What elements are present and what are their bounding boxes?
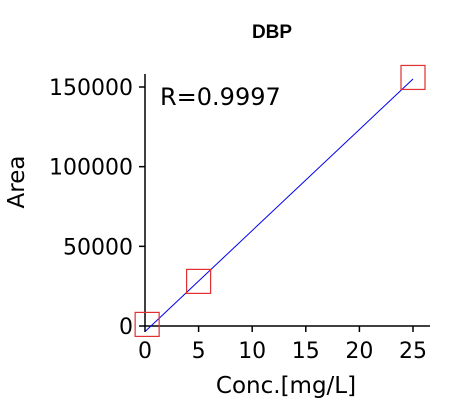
fit-line (144, 78, 414, 332)
data-point-marker (400, 64, 426, 91)
x-axis-ticks: 0 5 10 15 20 25 (138, 326, 427, 364)
x-tick-label: 15 (292, 339, 320, 364)
data-point-marker (134, 311, 160, 338)
data-point-marker (186, 268, 212, 294)
chart-title: DBP (252, 22, 292, 43)
data-points (134, 64, 426, 338)
x-tick-label: 25 (399, 339, 427, 364)
y-tick-label: 50000 (63, 235, 133, 260)
x-tick-label: 5 (192, 339, 206, 364)
x-tick-label: 20 (345, 339, 373, 364)
fit-line-group (144, 78, 414, 332)
r-value-annotation: R=0.9997 (160, 83, 281, 111)
y-tick-label: 150000 (49, 76, 133, 101)
y-axis-ticks: 0 50000 100000 150000 (49, 76, 145, 340)
x-tick-label: 10 (238, 339, 266, 364)
x-axis-label: Conc.[mg/L] (216, 373, 356, 399)
y-tick-label: 0 (119, 315, 133, 340)
y-tick-label: 100000 (49, 156, 133, 181)
x-tick-label: 0 (138, 339, 152, 364)
y-axis-label: Area (4, 156, 30, 209)
